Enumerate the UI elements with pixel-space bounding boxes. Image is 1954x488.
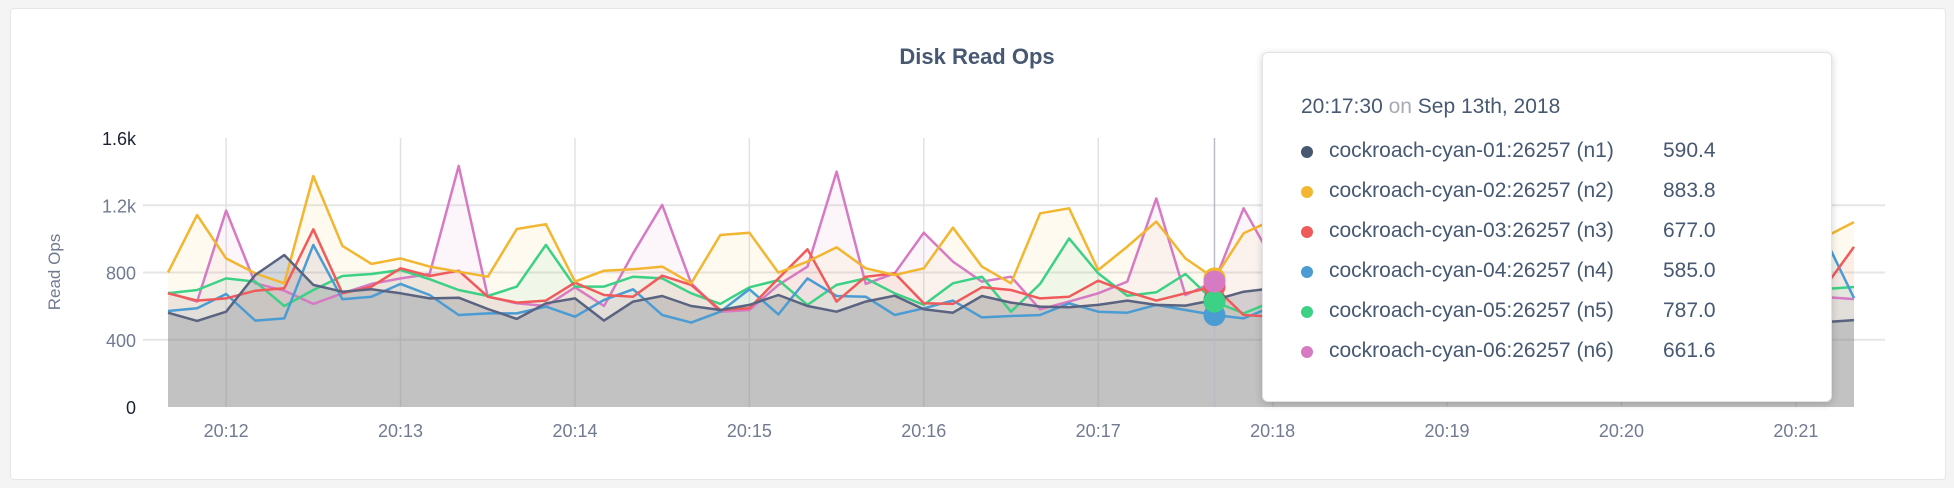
legend-dot-icon [1301, 306, 1313, 318]
tooltip-series-name: cockroach-cyan-04:26257 (n4) [1329, 259, 1614, 282]
tooltip-series-name: cockroach-cyan-03:26257 (n3) [1329, 219, 1614, 242]
y-tick-label: 1.6k [102, 129, 137, 149]
legend-dot-icon [1301, 226, 1313, 238]
y-tick-label: 0 [126, 398, 136, 418]
tooltip-series-value: 590.4 [1663, 139, 1716, 162]
tooltip-row: cockroach-cyan-05:26257 (n5) 787.0 [1301, 299, 1821, 329]
tooltip-series-name: cockroach-cyan-01:26257 (n1) [1329, 139, 1614, 162]
tooltip-row: cockroach-cyan-04:26257 (n4) 585.0 [1301, 259, 1821, 289]
hover-tooltip: 20:17:30 on Sep 13th, 2018 cockroach-cya… [1262, 52, 1832, 402]
x-tick-label: 20:18 [1250, 421, 1295, 441]
tooltip-series-name: cockroach-cyan-06:26257 (n6) [1329, 339, 1614, 362]
y-axis-label: Read Ops [45, 234, 64, 311]
x-tick-label: 20:12 [204, 421, 249, 441]
chart-title: Disk Read Ops [899, 44, 1055, 69]
y-tick-label: 400 [106, 331, 136, 351]
tooltip-row: cockroach-cyan-06:26257 (n6) 661.6 [1301, 339, 1821, 369]
tooltip-series-name: cockroach-cyan-02:26257 (n2) [1329, 179, 1614, 202]
x-tick-label: 20:17 [1076, 421, 1121, 441]
x-tick-label: 20:20 [1599, 421, 1644, 441]
tooltip-series-value: 677.0 [1663, 219, 1716, 242]
tooltip-date: Sep 13th, 2018 [1417, 95, 1561, 118]
tooltip-header: 20:17:30 on Sep 13th, 2018 [1301, 95, 1560, 119]
tooltip-series-value: 661.6 [1663, 339, 1716, 362]
x-tick-label: 20:15 [727, 421, 772, 441]
legend-dot-icon [1301, 346, 1313, 358]
y-tick-label: 800 [106, 264, 136, 284]
x-tick-label: 20:19 [1425, 421, 1470, 441]
tooltip-series-name: cockroach-cyan-05:26257 (n5) [1329, 299, 1614, 322]
x-tick-label: 20:21 [1773, 421, 1818, 441]
legend-dot-icon [1301, 186, 1313, 198]
legend-dot-icon [1301, 146, 1313, 158]
tooltip-series-value: 883.8 [1663, 179, 1716, 202]
x-tick-label: 20:13 [378, 421, 423, 441]
y-tick-label: 1.2k [102, 196, 137, 216]
tooltip-row: cockroach-cyan-01:26257 (n1) 590.4 [1301, 139, 1821, 169]
tooltip-row: cockroach-cyan-02:26257 (n2) 883.8 [1301, 179, 1821, 209]
x-tick-label: 20:14 [552, 421, 597, 441]
hover-point-n6 [1203, 270, 1226, 293]
x-tick-label: 20:16 [901, 421, 946, 441]
tooltip-time: 20:17:30 [1301, 95, 1383, 118]
legend-dot-icon [1301, 266, 1313, 278]
tooltip-series-value: 585.0 [1663, 259, 1716, 282]
tooltip-series-value: 787.0 [1663, 299, 1716, 322]
tooltip-row: cockroach-cyan-03:26257 (n3) 677.0 [1301, 219, 1821, 249]
tooltip-on: on [1388, 95, 1412, 118]
hover-point-n5 [1203, 290, 1226, 313]
